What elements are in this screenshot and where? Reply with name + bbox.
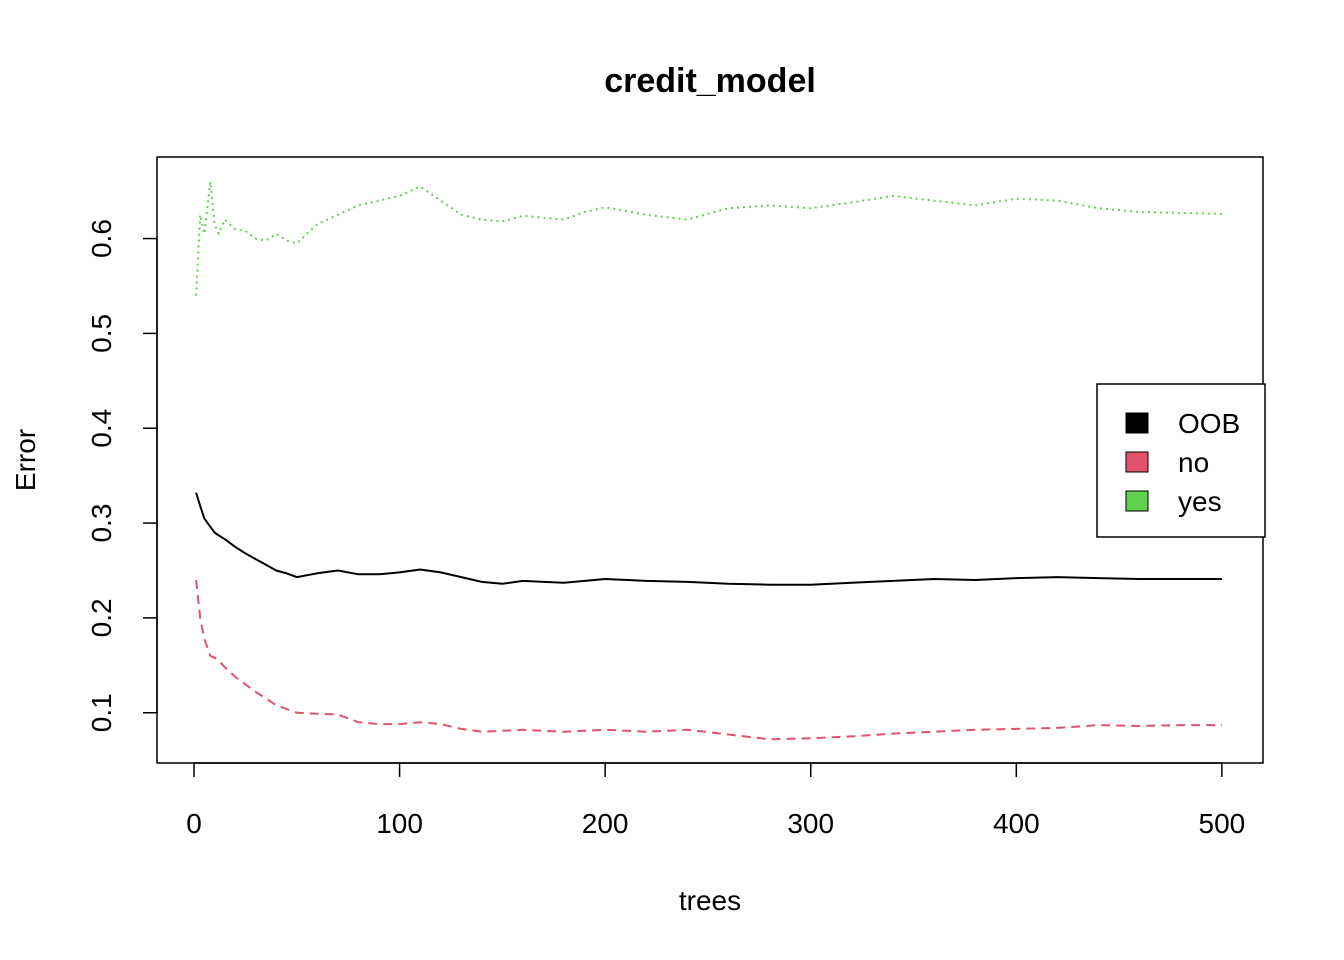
- x-tick-label: 100: [376, 808, 423, 839]
- y-axis-label: Error: [10, 429, 41, 491]
- y-tick-label: 0.6: [86, 219, 117, 258]
- x-tick-label: 200: [582, 808, 629, 839]
- y-tick-label: 0.1: [86, 693, 117, 732]
- legend: OOB no yes: [1096, 383, 1266, 538]
- x-axis-label: trees: [679, 885, 741, 916]
- series-line-oob: [195, 492, 1222, 586]
- y-tick-label: 0.2: [86, 598, 117, 637]
- legend-label-yes: yes: [1178, 486, 1222, 517]
- y-tick-label: 0.4: [86, 409, 117, 448]
- legend-swatch-yes: [1125, 490, 1149, 512]
- legend-label-no: no: [1178, 447, 1209, 478]
- legend-label-oob: OOB: [1178, 408, 1240, 439]
- legend-swatch-no: [1125, 451, 1149, 473]
- chart-title: credit_model: [604, 62, 816, 100]
- y-tick-label: 0.3: [86, 504, 117, 543]
- x-tick-label: 500: [1199, 808, 1246, 839]
- series-layer: [195, 180, 1222, 741]
- legend-box: [1096, 383, 1266, 538]
- x-tick-label: 300: [787, 808, 834, 839]
- legend-swatch-oob: [1125, 412, 1149, 434]
- x-tick-label: 400: [993, 808, 1040, 839]
- x-axis: 0 100 200 300 400 500: [186, 762, 1246, 839]
- y-axis: 0.1 0.2 0.3 0.4 0.5 0.6: [86, 219, 158, 732]
- x-tick-label: 0: [186, 808, 202, 839]
- series-line-yes: [195, 180, 1222, 296]
- series-line-no: [195, 579, 1222, 741]
- y-tick-label: 0.5: [86, 314, 117, 353]
